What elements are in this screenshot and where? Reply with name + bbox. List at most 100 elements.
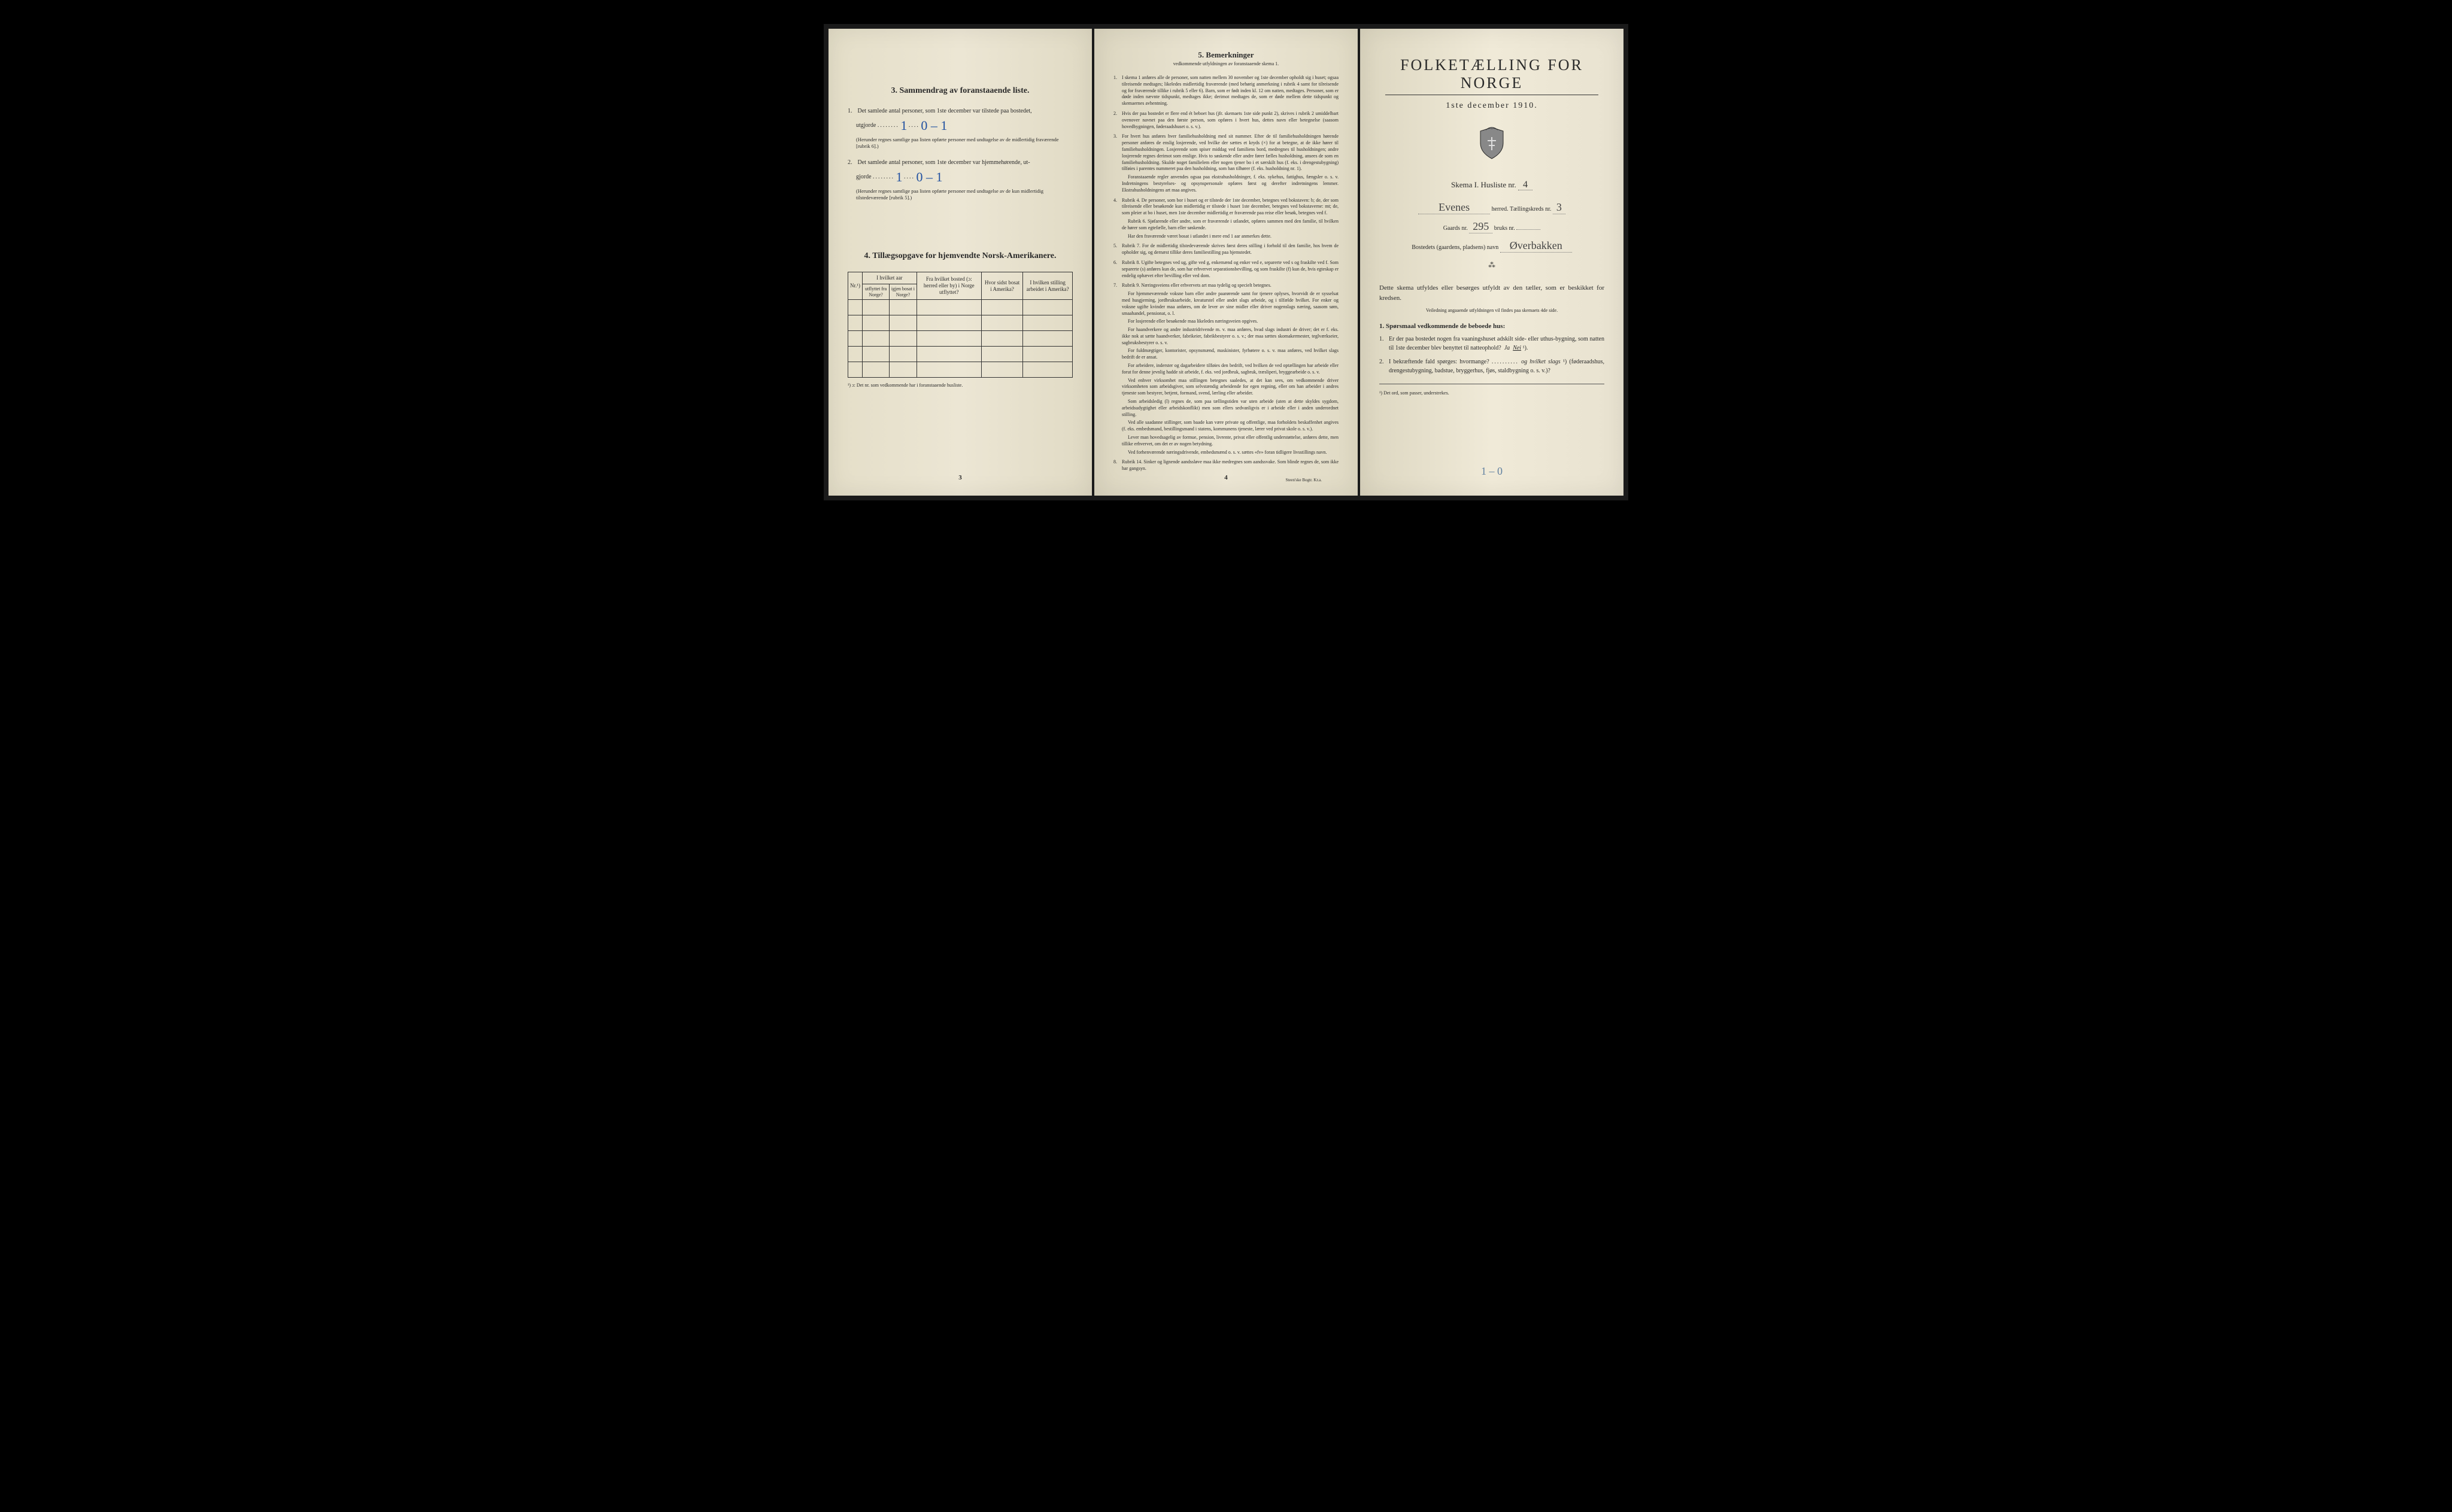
remark-paragraph: For haandverkere og andre industridriven… — [1122, 327, 1339, 346]
remark-number: 4. — [1113, 198, 1122, 240]
utgjorde-label: utgjorde — [848, 122, 876, 129]
page-4: 5. Bemerkninger vedkommende utfyldningen… — [1094, 29, 1358, 496]
th-aar: I hvilket aar — [862, 272, 917, 284]
table-row — [848, 315, 1073, 331]
remark-text: For hvert hus anføres hver familiehushol… — [1122, 133, 1339, 193]
summary-q1: 1. Det samlede antal personer, som 1ste … — [848, 107, 1073, 150]
q1-count-prefix: 1 — [900, 116, 907, 135]
remark-paragraph: Lever man hovedsagelig av formue, pensio… — [1122, 435, 1339, 448]
q1-text: Det samlede antal personer, som 1ste dec… — [858, 108, 1032, 114]
remark-text: I skema 1 anføres alle de personer, som … — [1122, 75, 1339, 107]
right-footnote: ¹) Det ord, som passer, understrekes. — [1379, 390, 1604, 396]
th-utflyttet: utflyttet fra Norge? — [862, 284, 889, 299]
remark-text: Hvis der paa bostedet er flere end ét be… — [1122, 111, 1339, 130]
bosted-line: Bostedets (gaardens, pladsens) navn Øver… — [1379, 239, 1604, 253]
section-4-title: 4. Tillægsopgave for hjemvendte Norsk-Am… — [848, 251, 1073, 261]
nei-option: Nei — [1513, 345, 1521, 351]
remark-paragraph: For fuldmægtiger, kontorister, opsynsmæn… — [1122, 348, 1339, 361]
q2-text: Det samlede antal personer, som 1ste dec… — [858, 159, 1030, 166]
remark-item: 2.Hvis der paa bostedet er flere end ét … — [1113, 111, 1339, 130]
remarks-list: 1.I skema 1 anføres alle de personer, so… — [1113, 75, 1339, 472]
section-3-title: 3. Sammendrag av foranstaaende liste. — [848, 86, 1073, 96]
main-title: FOLKETÆLLING FOR NORGE — [1379, 56, 1604, 92]
remark-text: Rubrik 8. Ugifte betegnes ved ug, gifte … — [1122, 260, 1339, 279]
skema-label: Skema I. Husliste nr. — [1451, 180, 1516, 189]
questions-heading: 1. Spørsmaal vedkommende de beboede hus: — [1379, 323, 1604, 330]
document-spread: 3. Sammendrag av foranstaaende liste. 1.… — [824, 24, 1628, 500]
census-date: 1ste december 1910. — [1379, 101, 1604, 111]
herred-label: herred. Tællingskreds nr. — [1492, 206, 1552, 212]
remark-number: 7. — [1113, 283, 1122, 456]
remark-item: 4.Rubrik 4. De personer, som bor i huset… — [1113, 198, 1339, 240]
bruks-label: bruks nr. — [1494, 225, 1515, 232]
remark-item: 7.Rubrik 9. Næringsveiens eller erhverve… — [1113, 283, 1339, 456]
remark-number: 6. — [1113, 260, 1122, 279]
remark-paragraph: For losjerende eller besøkende maa likel… — [1122, 318, 1339, 325]
remark-number: 5. — [1113, 243, 1122, 256]
remark-text: Rubrik 7. For de midlertidig tilstedevær… — [1122, 243, 1339, 256]
table-row — [848, 347, 1073, 362]
th-nr: Nr.¹) — [848, 272, 863, 300]
table-footnote: ¹) ɔ: Det nr. som vedkommende har i fora… — [848, 382, 1073, 388]
herred-line: Evenes herred. Tællingskreds nr. 3 — [1379, 201, 1604, 214]
question-2: 2. I bekræftende fald spørges: hvormange… — [1379, 357, 1604, 375]
q1-text: Er der paa bostedet nogen fra vaaningshu… — [1389, 336, 1604, 351]
remark-text: Rubrik 4. De personer, som bor i huset o… — [1122, 198, 1339, 240]
coat-of-arms-icon — [1379, 126, 1604, 163]
instruction-main: Dette skema utfyldes eller besørges utfy… — [1379, 283, 1604, 303]
remark-number: 3. — [1113, 133, 1122, 193]
gaards-label: Gaards nr. — [1443, 225, 1468, 232]
remark-number: 1. — [1113, 75, 1122, 107]
page-number: 3 — [958, 474, 962, 481]
kreds-nr: 3 — [1553, 201, 1565, 214]
section-5-title: 5. Bemerkninger — [1113, 50, 1339, 60]
bruks-nr — [1516, 229, 1540, 230]
gaards-line: Gaards nr. 295 bruks nr. — [1379, 220, 1604, 233]
q2-text: I bekræftende fald spørges: hvormange? — [1389, 359, 1489, 365]
remark-paragraph: Rubrik 6. Sjøfarende eller andre, som er… — [1122, 218, 1339, 232]
remark-paragraph: Ved alle saadanne stillinger, som baade … — [1122, 420, 1339, 433]
table-row — [848, 331, 1073, 347]
remark-paragraph: Ved forhenværende næringsdrivende, embed… — [1122, 450, 1339, 456]
skema-line: Skema I. Husliste nr. 4 — [1379, 180, 1604, 190]
printer-mark: Steen'ske Bogtr. Kr.a. — [1285, 478, 1322, 482]
bosted-label: Bostedets (gaardens, pladsens) navn — [1412, 244, 1498, 251]
table-row — [848, 362, 1073, 378]
q2-og: og hvilket slags — [1521, 359, 1561, 365]
th-amerika: Hvor sidst bosat i Amerika? — [981, 272, 1022, 300]
remark-text: Rubrik 9. Næringsveiens eller erhvervets… — [1122, 283, 1339, 456]
section-5-subtitle: vedkommende utfyldningen av foranstaaend… — [1113, 61, 1339, 66]
remark-paragraph: Som arbeidsledig (l) regnes de, som paa … — [1122, 399, 1339, 418]
remark-text: Rubrik 14. Sinker og lignende aandssløve… — [1122, 459, 1339, 472]
q2-sup: ¹) — [1563, 359, 1567, 365]
question-1: 1. Er der paa bostedet nogen fra vaaning… — [1379, 335, 1604, 353]
remark-paragraph: Ved enhver virksomhet maa stillingen bet… — [1122, 378, 1339, 397]
ja-option: Ja — [1504, 345, 1510, 351]
remark-paragraph: Foranstaaende regler anvendes ogsaa paa … — [1122, 174, 1339, 193]
q2-count-prefix: 1 — [896, 167, 903, 187]
gaards-nr: 295 — [1469, 220, 1492, 233]
q1-count: 0 – 1 — [921, 116, 947, 135]
remark-number: 8. — [1113, 459, 1122, 472]
q1-sup: ¹). — [1523, 345, 1528, 351]
remark-item: 3.For hvert hus anføres hver familiehush… — [1113, 133, 1339, 193]
summary-q2: 2. Det samlede antal personer, som 1ste … — [848, 158, 1073, 201]
husliste-number: 4 — [1518, 180, 1532, 190]
q1-note: (Herunder regnes samtlige paa listen opf… — [848, 136, 1073, 150]
remark-item: 6.Rubrik 8. Ugifte betegnes ved ug, gift… — [1113, 260, 1339, 279]
remark-paragraph: Har den fraværende været bosat i utlande… — [1122, 233, 1339, 240]
table-row — [848, 300, 1073, 315]
gjorde-label: gjorde — [848, 174, 872, 180]
remark-paragraph: For arbeidere, inderster og dagarbeidere… — [1122, 363, 1339, 376]
remark-number: 2. — [1113, 111, 1122, 130]
remark-item: 8.Rubrik 14. Sinker og lignende aandsslø… — [1113, 459, 1339, 472]
page-number: 4 — [1224, 474, 1228, 481]
herred-name: Evenes — [1418, 201, 1490, 214]
q2-count: 0 – 1 — [917, 167, 943, 187]
remark-item: 5.Rubrik 7. For de midlertidig tilstedev… — [1113, 243, 1339, 256]
q2-note: (Herunder regnes samtlige paa listen opf… — [848, 188, 1073, 201]
page-cover: FOLKETÆLLING FOR NORGE 1ste december 191… — [1360, 29, 1623, 496]
pencil-annotation: 1 – 0 — [1481, 465, 1503, 478]
tillaeg-table: Nr.¹) I hvilket aar Fra hvilket bosted (… — [848, 272, 1073, 378]
remark-paragraph: For hjemmeværende voksne barn eller andr… — [1122, 291, 1339, 317]
